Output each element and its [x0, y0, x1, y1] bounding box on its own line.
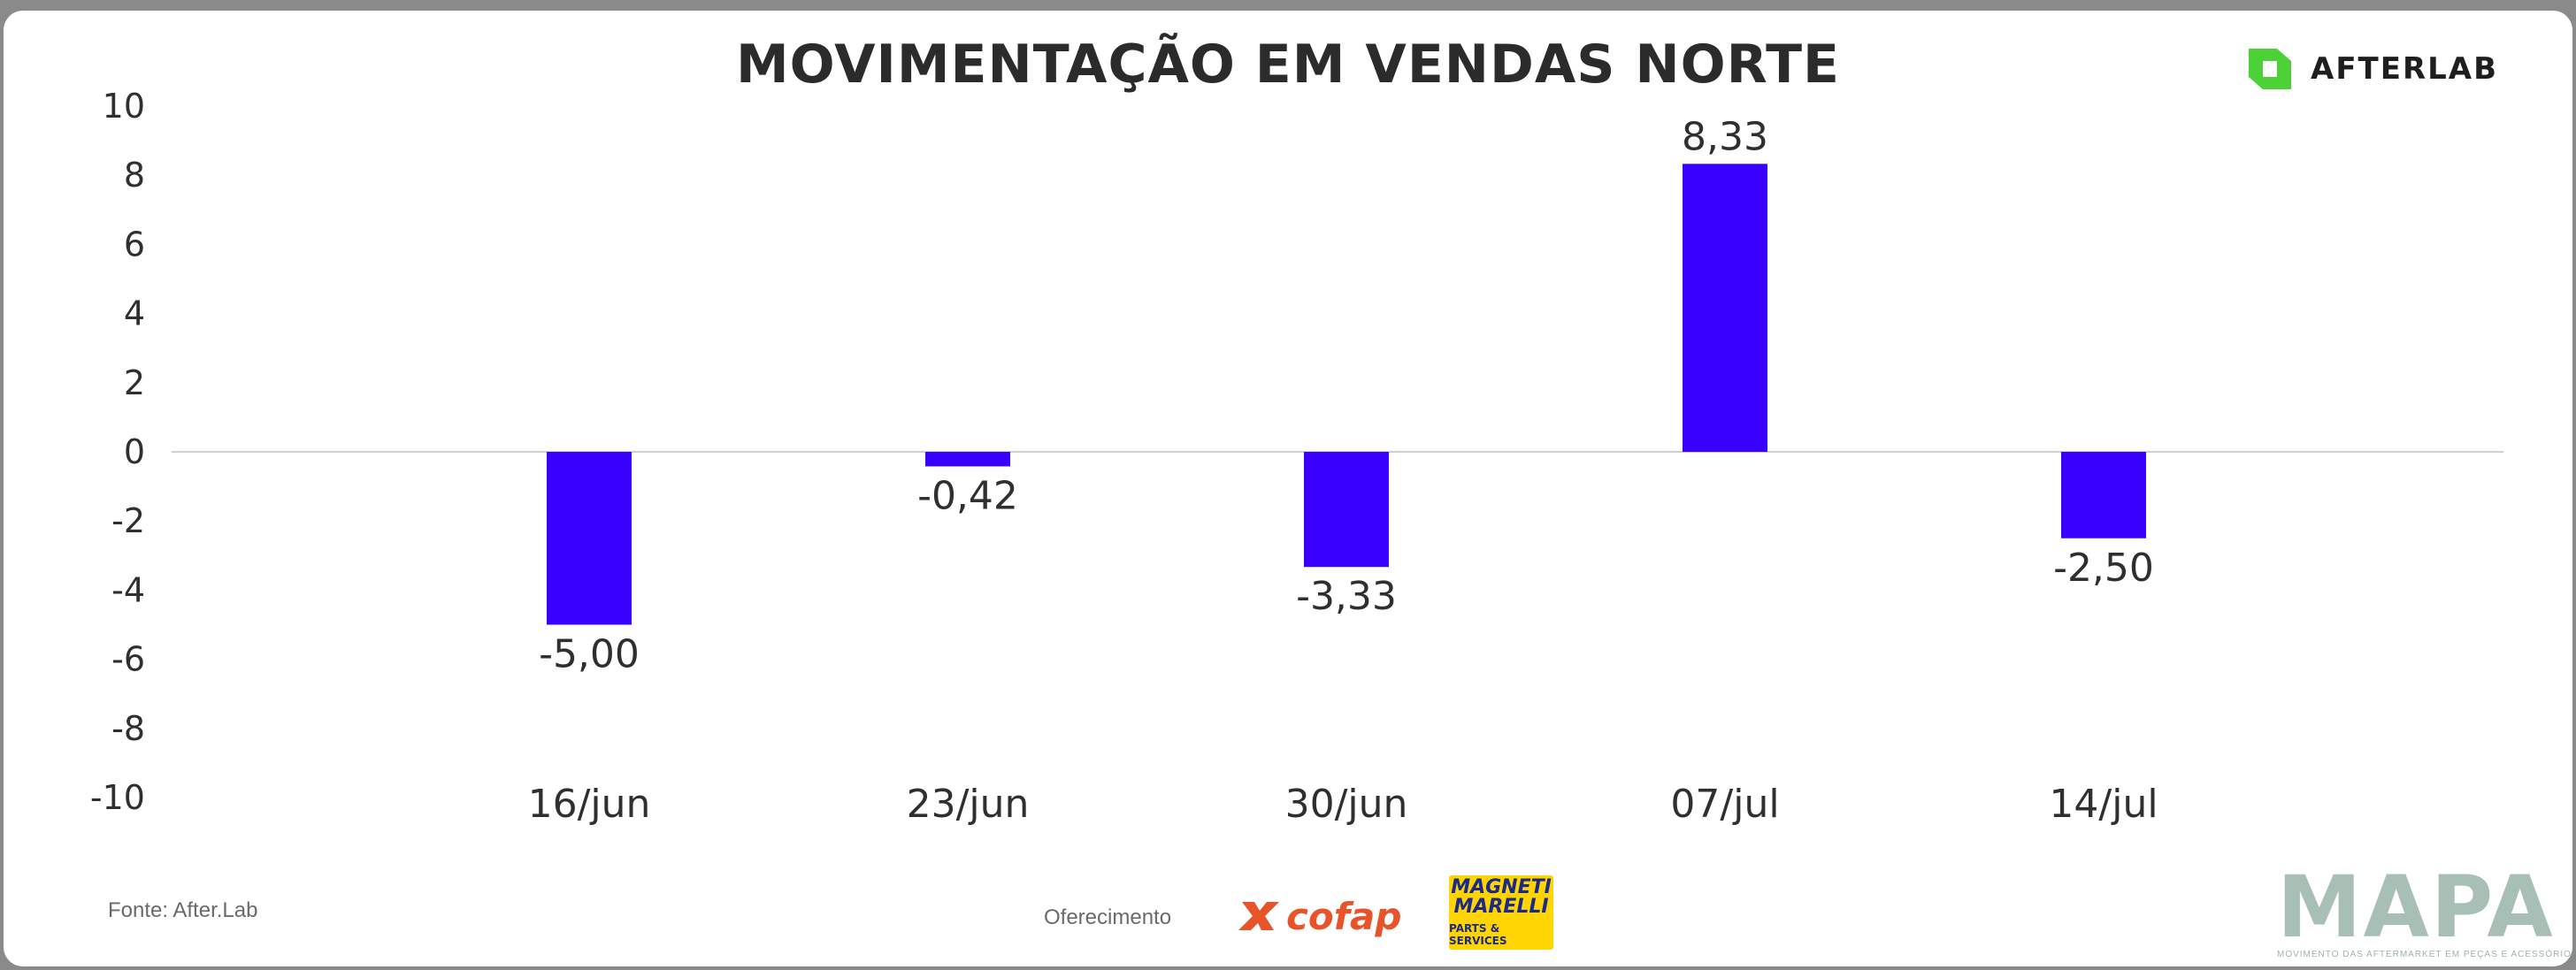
sponsor-label: Oferecimento — [1044, 905, 1172, 929]
x-category-label: 30/jun — [1285, 782, 1408, 827]
data-label: -0,42 — [917, 473, 1018, 518]
afterlab-wordmark: AFTERLAB — [2311, 51, 2499, 87]
cofap-logo: cofap — [1238, 890, 1401, 943]
afterlab-logo: AFTERLAB — [2242, 42, 2498, 95]
source-note: Fonte: After.Lab — [108, 898, 258, 922]
y-tick-label: 0 — [124, 432, 145, 471]
x-category-label: 16/jun — [528, 782, 651, 827]
y-tick-label: -6 — [111, 640, 145, 679]
cofap-wordmark: cofap — [1286, 894, 1402, 938]
bar — [547, 452, 632, 625]
y-tick-label: -2 — [111, 501, 145, 540]
mapa-wordmark: MAPA — [2277, 858, 2555, 957]
bar — [2061, 452, 2146, 538]
y-tick-label: -8 — [111, 709, 145, 748]
mapa-tagline: MOVIMENTO DAS AFTERMARKET EM PEÇAS E ACE… — [2277, 950, 2572, 959]
magneti-marelli-logo: MAGNETI MARELLI PARTS & SERVICES — [1449, 875, 1553, 950]
data-label: 8,33 — [1682, 114, 1768, 159]
y-tick-label: 6 — [124, 225, 145, 264]
chart-title: MOVIMENTAÇÃO EM VENDAS NORTE — [735, 34, 1841, 95]
x-category-label: 07/jul — [1670, 782, 1779, 827]
y-tick-label: -10 — [90, 778, 145, 817]
bar-chart: 10 8 6 4 2 0 -2 -4 -6 -8 -10 -5,00 16/jun -0,42 23/jun… — [90, 87, 2503, 827]
y-tick-label: 8 — [124, 156, 145, 195]
y-tick-label: 4 — [124, 294, 145, 333]
magneti-line-2: MARELLI — [1453, 896, 1549, 918]
bar — [1683, 164, 1767, 452]
afterlab-mark-icon — [2242, 45, 2298, 93]
magneti-tagline: PARTS & SERVICES — [1449, 922, 1507, 947]
mapa-logo: MAPA MOVIMENTO DAS AFTERMARKET EM PEÇAS … — [2277, 858, 2572, 959]
y-tick-label: -4 — [111, 570, 145, 609]
bar — [1304, 452, 1389, 568]
x-category-label: 14/jul — [2049, 782, 2158, 827]
data-label: -3,33 — [1296, 574, 1397, 619]
cofap-x-icon — [1238, 902, 1279, 930]
magneti-line-1: MAGNETI — [1451, 876, 1552, 898]
y-tick-label: 2 — [124, 363, 145, 402]
y-tick-label: 10 — [103, 87, 145, 126]
bar — [925, 452, 1010, 467]
chart-card: MOVIMENTAÇÃO EM VENDAS NORTE AFTERLAB 10… — [4, 11, 2572, 966]
data-label: -2,50 — [2053, 546, 2154, 591]
x-category-label: 23/jun — [907, 782, 1030, 827]
data-label: -5,00 — [539, 632, 640, 677]
